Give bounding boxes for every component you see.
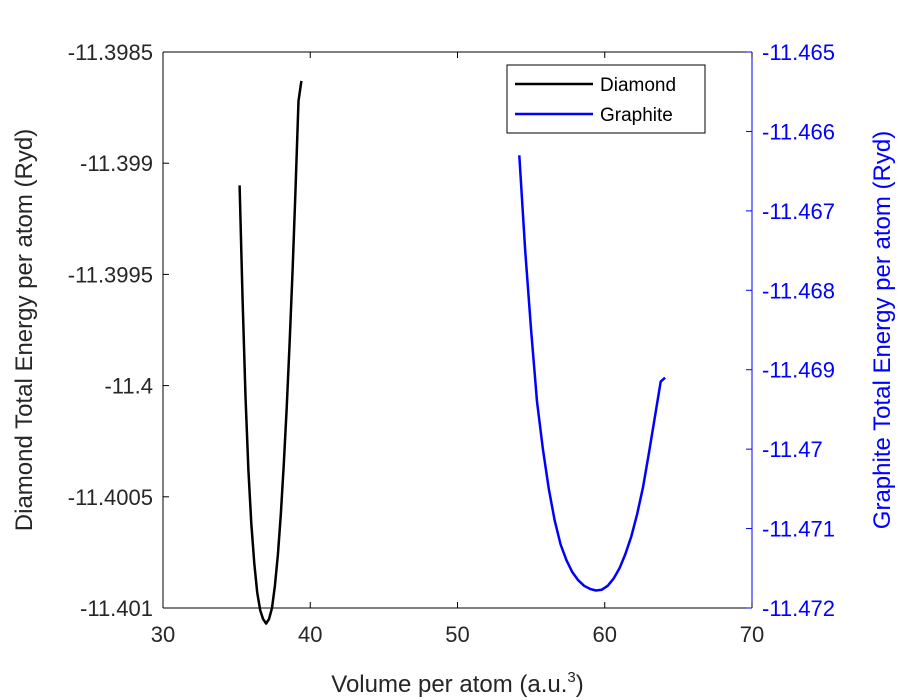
x-axis-title-main: Volume per atom (a.u. (331, 671, 567, 698)
right-y-tick-label: -11.467 (762, 199, 835, 224)
x-tick-label: 60 (593, 622, 617, 647)
right-y-tick-label: -11.466 (762, 119, 835, 144)
series-group (238, 80, 666, 625)
right-y-tick-label: -11.471 (762, 517, 835, 542)
left-y-tick-label: -11.401 (80, 596, 153, 621)
right-y-tick-label: -11.47 (762, 437, 823, 462)
legend-label-graphite: Graphite (600, 105, 673, 126)
x-tick-label: 30 (151, 622, 175, 647)
left-y-tick-label: -11.4005 (68, 485, 153, 510)
x-tick-label: 40 (298, 622, 322, 647)
right-y-tick-label: -11.468 (762, 278, 835, 303)
legend: Diamond Graphite (506, 64, 706, 134)
legend-box (506, 64, 706, 134)
ticks-group: 30 40 50 60 70 -11.401 -11.4005 -11.4 -11.3995 -1… (68, 40, 835, 647)
left-y-axis-title: Diamond Total Energy per atom (Ryd) (11, 129, 38, 531)
left-y-tick-label: -11.4 (104, 374, 153, 399)
legend-label-diamond: Diamond (600, 75, 676, 96)
left-y-tick-label: -11.3985 (68, 40, 153, 65)
series-line-graphite (518, 155, 666, 592)
x-axis-title-suffix: ) (576, 671, 584, 698)
right-y-axis-title: Graphite Total Energy per atom (Ryd) (869, 131, 896, 529)
right-y-tick-label: -11.472 (762, 596, 835, 621)
left-y-tick-label: -11.3995 (68, 262, 153, 287)
x-tick-label: 70 (740, 622, 764, 647)
series-line-diamond (238, 80, 303, 625)
left-y-tick-label: -11.399 (80, 151, 153, 176)
x-axis-title-superscript: 3 (567, 669, 575, 686)
x-tick-label: 50 (445, 622, 469, 647)
x-axis-title: Volume per atom (a.u.3) (331, 669, 583, 698)
right-y-tick-label: -11.465 (762, 40, 835, 65)
right-y-tick-label: -11.469 (762, 358, 835, 383)
